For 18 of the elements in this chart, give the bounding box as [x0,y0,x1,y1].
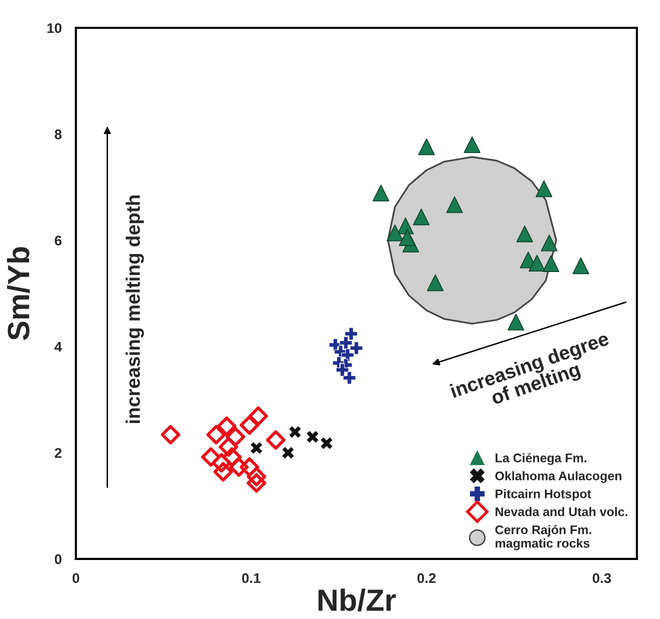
legend-label: Pitcairn Hotspot [496,489,592,501]
x-tick-label: 0.1 [242,573,260,584]
y-tick-label: 2 [54,448,62,458]
y-tick-label: 6 [54,236,62,246]
legend-label: Oklahoma Aulacogen [495,471,622,483]
annotation: increasing melting depth [126,195,144,424]
legend-label: Nevada and Utah volc. [496,507,628,516]
y-tick-label: 4 [54,342,62,352]
x-tick-label: 0.3 [592,573,611,584]
x-axis-title: Nb/Zr [318,588,396,612]
y-tick-label: 10 [47,23,62,34]
legend-label: Cerro Rajón Fm. magmatic rocks [495,524,592,550]
x-tick-label: 0 [72,573,80,584]
y-tick-label: 0 [54,554,62,564]
x-tick-label: 0.2 [417,573,436,584]
legend-label: La Ciénega Fm. [496,453,586,465]
y-tick-label: 8 [54,129,62,140]
y-axis-title: Sm/Yb [6,247,30,340]
